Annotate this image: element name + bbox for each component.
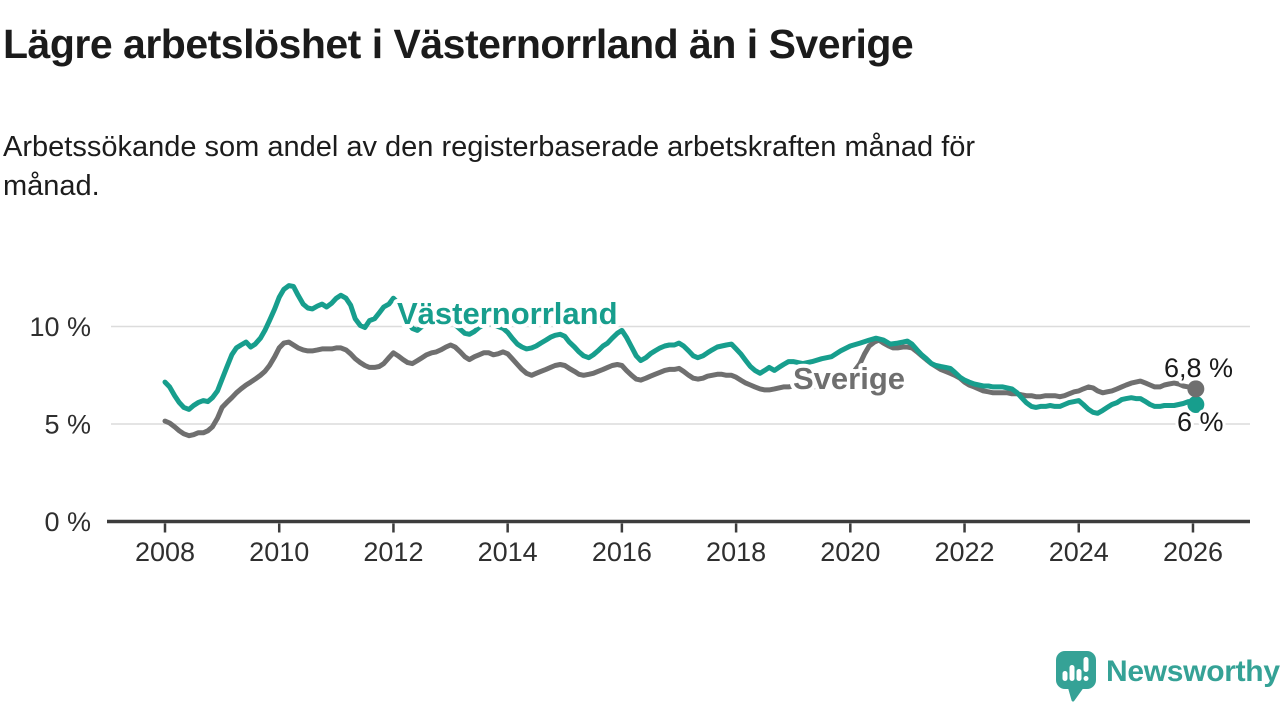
series-end-dot-sverige bbox=[1187, 380, 1205, 398]
page-subtitle: Arbetssökande som andel av den registerb… bbox=[3, 131, 976, 202]
series-label-sverige: Sverige bbox=[793, 361, 905, 396]
x-tick-label: 2012 bbox=[363, 537, 423, 567]
x-tick-label: 2018 bbox=[706, 537, 766, 567]
newsworthy-logo-icon bbox=[1055, 648, 1097, 702]
x-tick-label: 2008 bbox=[135, 537, 195, 567]
series-end-dot-västernorrland bbox=[1187, 396, 1205, 413]
series-label-västernorrland: Västernorrland bbox=[397, 296, 618, 331]
y-tick-label: 10 % bbox=[29, 312, 91, 342]
x-tick-label: 2024 bbox=[1049, 537, 1109, 567]
page-title: Lägre arbetslöshet i Västernorrland än i… bbox=[3, 21, 914, 67]
x-tick-label: 2022 bbox=[935, 537, 995, 567]
x-tick-label: 2026 bbox=[1163, 537, 1223, 567]
x-tick-label: 2016 bbox=[592, 537, 652, 567]
y-tick-label: 0 % bbox=[44, 507, 91, 537]
x-tick-label: 2020 bbox=[820, 537, 880, 567]
end-value-label-västernorrland: 6 % bbox=[1177, 407, 1224, 437]
series-line-sverige bbox=[162, 337, 1199, 439]
x-tick-label: 2014 bbox=[478, 537, 538, 567]
x-tick-label: 2010 bbox=[249, 537, 309, 567]
footer-brand: Newsworthy bbox=[1055, 648, 1280, 704]
y-tick-label: 5 % bbox=[44, 410, 91, 440]
brand-name: Newsworthy bbox=[1106, 655, 1280, 688]
series-line-västernorrland bbox=[162, 283, 1199, 416]
end-value-label-sverige: 6,8 % bbox=[1164, 353, 1233, 383]
